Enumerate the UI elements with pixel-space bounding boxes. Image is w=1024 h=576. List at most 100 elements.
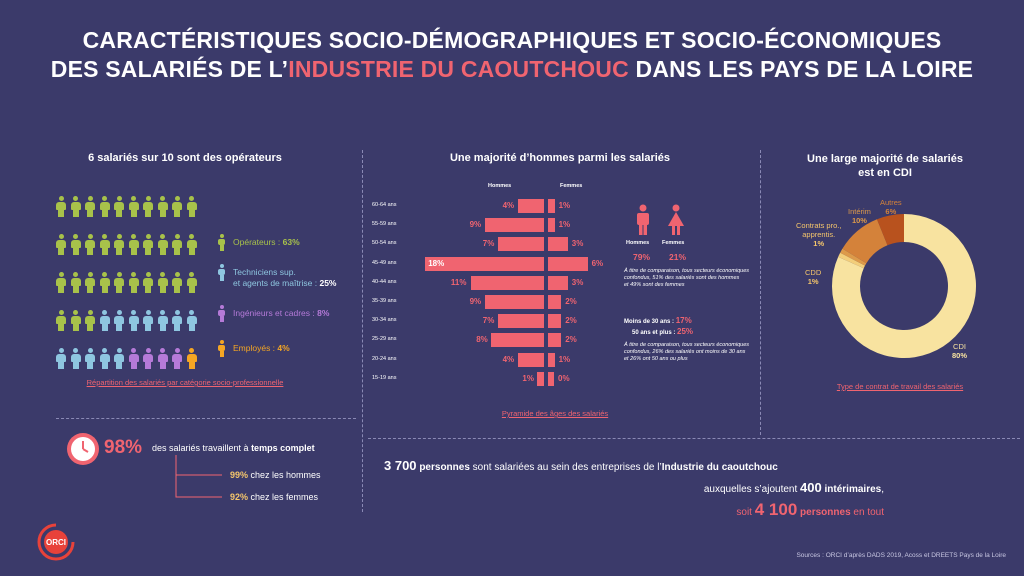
- person-icon: [56, 234, 66, 255]
- bar-femmes: [548, 352, 555, 367]
- age-label: 30-34 ans: [372, 317, 397, 324]
- col-hommes: Hommes: [488, 183, 512, 189]
- summary-line-2: auxquelles s’ajoutent 400 intérimaires,: [384, 478, 884, 500]
- person-icon: [114, 348, 124, 369]
- divider-horizontal: [368, 438, 1020, 439]
- gender-note-1: À titre de comparaison, tous secteurs éc…: [624, 268, 750, 274]
- person-icon: [172, 234, 182, 255]
- donut-slice-cdd: [838, 252, 865, 269]
- person-icon: [70, 310, 81, 331]
- person-icon: [186, 348, 197, 369]
- pie-contrats-name-1: Contrats pro.,: [796, 221, 842, 230]
- summary-pre-1: sont salariées au sein des entreprises d…: [469, 462, 662, 473]
- person-icon: [99, 348, 110, 369]
- person-icon: [157, 310, 168, 331]
- label-femmes: 1%: [558, 220, 571, 230]
- label-hommes: 9%: [469, 220, 482, 230]
- person-icon: [186, 234, 197, 255]
- legend-label: Opérateurs :: [233, 237, 283, 247]
- person-icon: [186, 272, 197, 293]
- bar-femmes: [548, 256, 588, 271]
- person-icon: [157, 348, 168, 369]
- clock-icon: [67, 433, 99, 465]
- label-hommes: 11%: [450, 277, 467, 287]
- bar-hommes: [517, 352, 544, 367]
- person-icon: [143, 348, 153, 369]
- gender-femmes-value: 21%: [669, 252, 687, 262]
- bar-hommes: [497, 237, 544, 252]
- pie-interim-name: Intérim: [848, 207, 871, 216]
- contract-donut: [832, 214, 976, 358]
- section-csp-heading: 6 salariés sur 10 sont des opérateurs: [88, 152, 282, 164]
- summary-post-2: ,: [881, 484, 884, 495]
- age-label: 25-29 ans: [372, 336, 397, 343]
- pie-cdi-value: 80%: [952, 351, 968, 360]
- divider-right: [760, 150, 761, 435]
- fulltime-value: 98%: [104, 437, 143, 458]
- label-femmes: 1%: [558, 354, 571, 364]
- person-icon: [218, 340, 225, 357]
- orci-logo: ORCI: [37, 523, 75, 561]
- summary-post-3: en tout: [850, 507, 884, 518]
- legend-value: 8%: [317, 308, 330, 318]
- fulltime-text: des salariés travaillent à temps complet: [152, 443, 315, 453]
- bar-femmes: [548, 295, 562, 309]
- title-line-2-post: DANS LES PAYS DE LA LOIRE: [628, 56, 974, 82]
- person-icon: [128, 234, 139, 255]
- bar-hommes: [425, 256, 544, 271]
- legend-value: 63%: [282, 237, 300, 247]
- pie-contrats-name-2: apprentis.: [802, 230, 836, 239]
- legend-value: 4%: [277, 343, 290, 353]
- bar-femmes: [548, 237, 568, 252]
- pie-interim-value: 10%: [851, 216, 867, 225]
- pie-label-interim: Intérim 10%: [848, 207, 871, 225]
- age-label: 50-54 ans: [372, 240, 397, 247]
- label-femmes: 1%: [558, 201, 571, 210]
- csp-caption: Répartition des salariés par catégorie s…: [86, 378, 284, 387]
- pyramid-caption: Pyramide des âges des salariés: [501, 409, 609, 418]
- label-hommes: 4%: [502, 354, 515, 364]
- bar-femmes: [548, 199, 555, 213]
- bar-hommes: [517, 199, 544, 213]
- gender-note-2: confondus, 51% des salariés sont des hom…: [624, 275, 740, 281]
- pie-label-cdd: CDD 1%: [805, 268, 821, 286]
- donut-slice-cdi: [832, 214, 976, 358]
- person-icon: [128, 348, 139, 369]
- page-title: CARACTÉRISTIQUES SOCIO-DÉMOGRAPHIQUES ET…: [0, 26, 1024, 84]
- summary-bold-1: personnes: [416, 462, 470, 473]
- section-pyramid-heading: Une majorité d’hommes parmi les salariés: [449, 152, 671, 164]
- bar-femmes: [548, 218, 555, 233]
- person-icon: [56, 196, 66, 217]
- age-note-3: et 26% ont 50 ans ou plus: [624, 356, 688, 362]
- person-icon: [99, 272, 110, 293]
- pie-cdd-name: CDD: [805, 268, 822, 277]
- pie-cdd-value: 1%: [807, 277, 819, 286]
- summary-bold-2: intérimaires: [821, 484, 882, 495]
- divider-horizontal-left: [56, 418, 356, 419]
- person-icon: [70, 196, 81, 217]
- gender-hommes-label: Hommes: [626, 240, 650, 246]
- pie-autres-name: Autres: [880, 198, 902, 207]
- pie-contrats-value: 1%: [813, 239, 825, 248]
- person-icon: [56, 310, 66, 331]
- person-icon: [128, 196, 139, 217]
- pie-label-contrats: Contrats pro., apprentis. 1%: [796, 221, 841, 248]
- person-icon: [186, 196, 197, 217]
- person-icon: [70, 234, 81, 255]
- contract-heading-2: est en CDI: [858, 167, 912, 179]
- label-hommes: 7%: [482, 316, 495, 326]
- age-label: 55-59 ans: [372, 221, 397, 228]
- fulltime-connector: [175, 455, 222, 498]
- donut-slice-int-rim: [842, 219, 888, 264]
- label-hommes: 8%: [476, 335, 488, 345]
- person-icon: [157, 272, 168, 293]
- female-icon: [668, 204, 684, 235]
- bar-femmes: [548, 371, 554, 386]
- bar-hommes: [497, 314, 544, 329]
- person-icon: [85, 196, 95, 217]
- label-femmes: 3%: [571, 239, 584, 249]
- label-hommes: 9%: [469, 297, 482, 306]
- bar-hommes: [491, 333, 544, 348]
- summary-pre-2: auxquelles s’ajoutent: [703, 484, 801, 495]
- summary-line-1: 3 700 personnes sont salariées au sein d…: [384, 456, 884, 478]
